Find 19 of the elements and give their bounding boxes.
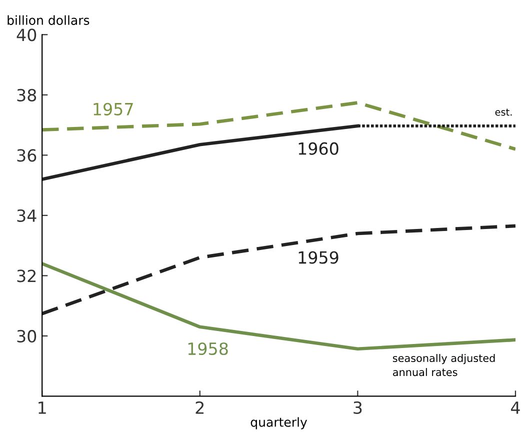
series-label: 1957 <box>94 102 133 116</box>
y-tick-label: 40 <box>16 28 36 42</box>
y-tick-label: 34 <box>17 209 36 222</box>
series-label: 1960 <box>298 142 338 155</box>
y-tick-label: 38 <box>17 88 36 102</box>
y-tick-label: 32 <box>17 270 36 282</box>
series-label: 1958 <box>188 342 228 356</box>
x-axis-title: quarterly <box>250 417 308 430</box>
x-tick-label: 1 <box>38 402 46 414</box>
y-tick-label: 36 <box>17 149 36 162</box>
series-label: 1959 <box>298 251 338 264</box>
x-tick-label: 4 <box>510 402 520 414</box>
y-tick-label: 30 <box>17 330 36 343</box>
y-axis-title: billion dollars <box>8 15 90 25</box>
x-tick-label: 3 <box>354 401 362 414</box>
annotation: seasonally adjusted annual rates <box>392 354 495 376</box>
line-series <box>42 224 516 316</box>
annotation: est. <box>495 108 512 116</box>
x-tick-label: 2 <box>196 401 204 414</box>
